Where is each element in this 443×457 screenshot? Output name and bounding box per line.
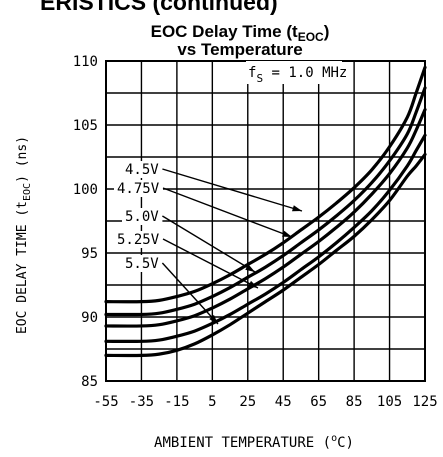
- x-axis-label-degree: o: [331, 433, 337, 444]
- chart-subtitle: vs Temperature: [177, 40, 302, 59]
- series-label-leader: [162, 238, 259, 289]
- series-label-arrowhead: [282, 230, 292, 237]
- series-label-leader: [162, 215, 256, 273]
- series-label-leader: [162, 187, 293, 238]
- chart-title-end: ): [324, 22, 330, 41]
- x-tick-label: 85: [346, 394, 363, 410]
- y-tick-label: 100: [73, 182, 98, 198]
- series-label-3: 5.0V: [125, 209, 159, 225]
- y-axis-label-end: ) (ns): [15, 136, 30, 183]
- series-line-4: [104, 133, 427, 344]
- series-label-arrowhead: [209, 314, 218, 324]
- annotation-f: f: [248, 65, 256, 81]
- y-tick-label: 105: [73, 118, 98, 134]
- annotation-subscript: S: [256, 72, 263, 85]
- series-label-background: [114, 180, 163, 197]
- y-axis-label-subscript: EOC: [22, 183, 33, 201]
- series-label-arrowhead: [248, 280, 258, 288]
- x-axis-label-end: C): [337, 435, 354, 451]
- series-label-arrowhead: [245, 264, 255, 272]
- series-label-background: [122, 161, 163, 178]
- series-line-1: [104, 65, 427, 304]
- x-tick-label: -15: [164, 394, 189, 410]
- series-lines: [104, 65, 427, 358]
- series-line-2: [104, 86, 427, 317]
- series-label-background: [122, 255, 163, 272]
- x-axis-label-main: AMBIENT TEMPERATURE (: [154, 435, 331, 451]
- annotation-value: = 1.0 MHz: [263, 65, 347, 81]
- x-tick-label: 125: [412, 394, 437, 410]
- chart-title-subscript: EOC: [298, 30, 324, 44]
- x-tick-label: 65: [310, 394, 327, 410]
- y-tick-label: 110: [73, 54, 98, 70]
- frequency-annotation: fS = 1.0 MHz: [248, 65, 347, 85]
- annotation-background: [246, 61, 342, 84]
- y-axis-label-main: EOC DELAY TIME (t: [15, 201, 30, 334]
- x-tick-label: -55: [93, 394, 118, 410]
- page-heading: ERISTICS (continued): [40, 0, 278, 15]
- series-line-3: [104, 108, 427, 328]
- x-tick-label: 45: [275, 394, 292, 410]
- x-tick-label: -35: [129, 394, 154, 410]
- series-line-5: [104, 152, 427, 358]
- x-tick-label: 105: [377, 394, 402, 410]
- series-label-1: 4.5V: [125, 162, 159, 178]
- series-label-leader: [161, 262, 219, 325]
- series-label-background: [114, 231, 163, 248]
- y-tick-label: 90: [81, 310, 98, 326]
- series-label-2: 4.75V: [117, 181, 160, 197]
- series-label-4: 5.25V: [117, 232, 160, 248]
- y-axis-label: EOC DELAY TIME (tEOC) (ns): [15, 136, 33, 334]
- series-labels: 4.5V 4.75V 5.0V 5.25V 5.5V: [114, 161, 303, 325]
- y-tick-label: 95: [81, 246, 98, 262]
- x-axis-label: AMBIENT TEMPERATURE (oC): [154, 433, 354, 451]
- chart-title-main: EOC Delay Time (t: [151, 22, 298, 41]
- chart-title: EOC Delay Time (tEOC): [151, 22, 330, 44]
- series-label-leader: [162, 168, 303, 212]
- x-tick-label: 5: [208, 394, 216, 410]
- series-label-5: 5.5V: [125, 256, 159, 272]
- x-tick-label: 25: [239, 394, 256, 410]
- series-label-background: [122, 208, 163, 225]
- y-tick-label: 85: [81, 374, 98, 390]
- series-label-arrowhead: [292, 205, 302, 212]
- tick-labels: 85 90 95 100 105 110 -55 -35 -15 5 25 45 65 85 105 125: [73, 54, 438, 410]
